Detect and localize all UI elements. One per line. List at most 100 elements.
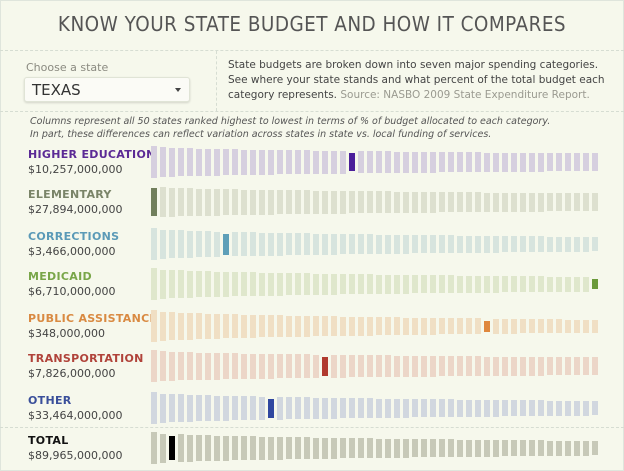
bar[interactable] <box>358 317 364 336</box>
bar-selected-state[interactable] <box>322 357 328 376</box>
bar[interactable] <box>502 193 508 212</box>
bar[interactable] <box>286 150 292 174</box>
bar[interactable] <box>466 152 472 172</box>
bar[interactable] <box>214 353 220 380</box>
bar[interactable] <box>250 354 256 379</box>
bar[interactable] <box>484 440 490 457</box>
bar[interactable] <box>304 437 310 459</box>
bar[interactable] <box>196 189 202 216</box>
bar[interactable] <box>556 319 562 333</box>
bar[interactable] <box>151 146 157 178</box>
bar[interactable] <box>187 395 193 422</box>
bar[interactable] <box>430 356 436 377</box>
bar[interactable] <box>349 398 355 418</box>
bar[interactable] <box>538 400 544 416</box>
bar[interactable] <box>547 153 553 171</box>
bar[interactable] <box>448 275 454 293</box>
bar[interactable] <box>268 190 274 215</box>
bar[interactable] <box>511 276 517 292</box>
bar[interactable] <box>214 232 220 257</box>
bar[interactable] <box>232 149 238 175</box>
bar[interactable] <box>250 150 256 175</box>
bar[interactable] <box>430 235 436 253</box>
bar[interactable] <box>331 191 337 214</box>
bar[interactable] <box>583 277 589 292</box>
bar[interactable] <box>493 236 499 253</box>
bar[interactable] <box>385 439 391 458</box>
bar[interactable] <box>556 401 562 416</box>
bar[interactable] <box>385 151 391 173</box>
bar[interactable] <box>376 235 382 254</box>
bar[interactable] <box>529 236 535 252</box>
bar[interactable] <box>583 237 589 252</box>
bar[interactable] <box>430 275 436 293</box>
bar[interactable] <box>376 275 382 294</box>
bar[interactable] <box>376 191 382 213</box>
bar[interactable] <box>529 153 535 172</box>
bar[interactable] <box>511 236 517 252</box>
bar[interactable] <box>295 397 301 419</box>
bar[interactable] <box>565 153 571 171</box>
bar[interactable] <box>277 397 283 420</box>
bar[interactable] <box>358 191 364 213</box>
bar[interactable] <box>556 237 562 252</box>
bar[interactable] <box>367 438 373 458</box>
bar[interactable] <box>277 273 283 296</box>
bar[interactable] <box>520 276 526 292</box>
bar[interactable] <box>313 398 319 419</box>
bar[interactable] <box>340 274 346 294</box>
bar[interactable] <box>196 353 202 380</box>
bar[interactable] <box>313 274 319 295</box>
bar[interactable] <box>358 151 364 173</box>
bar[interactable] <box>367 398 373 418</box>
bar[interactable] <box>295 354 301 378</box>
bar[interactable] <box>367 355 373 377</box>
bar[interactable] <box>502 440 508 456</box>
bar[interactable] <box>394 439 400 458</box>
bar[interactable] <box>385 235 391 254</box>
bar[interactable] <box>448 318 454 334</box>
bar[interactable] <box>160 230 166 259</box>
bar[interactable] <box>520 153 526 172</box>
bar[interactable] <box>313 438 319 459</box>
bar[interactable] <box>412 275 418 293</box>
bar[interactable] <box>511 440 517 456</box>
bar[interactable] <box>331 438 337 459</box>
bar[interactable] <box>493 400 499 417</box>
bar[interactable] <box>457 236 463 253</box>
bar[interactable] <box>304 354 310 378</box>
bar[interactable] <box>475 192 481 212</box>
bar[interactable] <box>187 271 193 298</box>
bar[interactable] <box>421 275 427 293</box>
bar[interactable] <box>565 237 571 252</box>
bar[interactable] <box>385 399 391 418</box>
bar[interactable] <box>385 275 391 294</box>
bar[interactable] <box>502 236 508 252</box>
bar[interactable] <box>376 399 382 418</box>
bar[interactable] <box>376 439 382 458</box>
bar[interactable] <box>457 400 463 417</box>
bar[interactable] <box>232 272 238 296</box>
bar[interactable] <box>421 439 427 457</box>
bar[interactable] <box>322 151 328 174</box>
bar[interactable] <box>556 277 562 292</box>
bar[interactable] <box>583 153 589 171</box>
bar[interactable] <box>511 193 517 212</box>
bar[interactable] <box>241 232 247 256</box>
bar[interactable] <box>538 153 544 172</box>
bar[interactable] <box>160 187 166 217</box>
bar-selected-state[interactable] <box>592 279 598 289</box>
bar[interactable] <box>430 439 436 457</box>
bar[interactable] <box>313 151 319 174</box>
bar[interactable] <box>205 149 211 176</box>
bar[interactable] <box>565 193 571 211</box>
bar-selected-state[interactable] <box>349 153 355 171</box>
bar[interactable] <box>250 272 256 296</box>
bar[interactable] <box>232 396 238 420</box>
bar[interactable] <box>457 152 463 172</box>
bar[interactable] <box>259 315 265 337</box>
bar[interactable] <box>268 273 274 296</box>
bar[interactable] <box>259 397 265 420</box>
bar[interactable] <box>286 437 292 459</box>
bar[interactable] <box>187 435 193 462</box>
